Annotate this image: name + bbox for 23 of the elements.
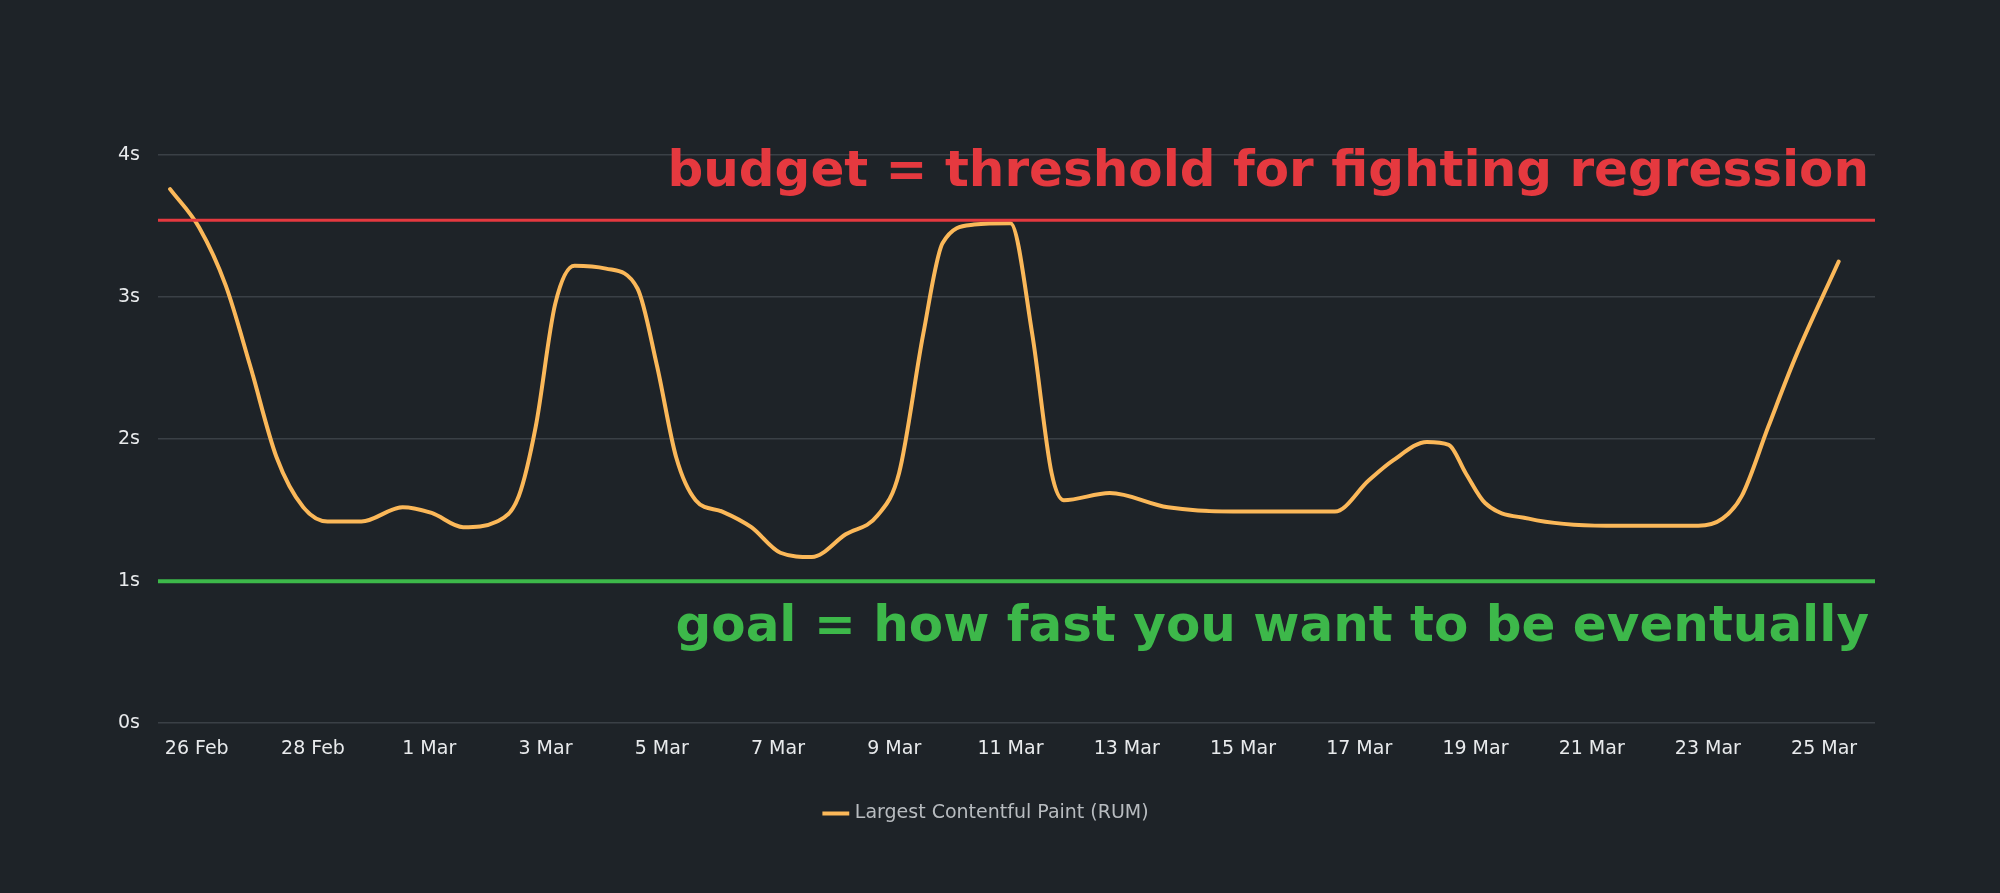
y-tick-label: 4s [117, 141, 140, 164]
x-tick-label: 23 Mar [1674, 735, 1742, 758]
x-tick-label: 25 Mar [1791, 735, 1858, 758]
x-tick-label: 9 Mar [867, 735, 922, 758]
x-tick-label: 15 Mar [1209, 735, 1277, 758]
x-tick-label: 28 Feb [281, 735, 345, 758]
x-tick-label: 1 Mar [402, 735, 457, 758]
x-tick-label: 3 Mar [518, 735, 573, 758]
x-tick-label: 19 Mar [1442, 735, 1509, 758]
y-tick-label: 0s [117, 710, 140, 733]
x-tick-label: 7 Mar [750, 735, 806, 758]
x-tick-label: 26 Feb [164, 735, 229, 758]
x-tick-label: 11 Mar [977, 735, 1044, 758]
x-tick-label: 17 Mar [1326, 735, 1393, 758]
ref-line-label: budget = threshold for fighting regression [667, 140, 1869, 199]
legend-label: Largest Contentful Paint (RUM) [854, 800, 1149, 823]
y-tick-label: 3s [117, 283, 140, 306]
x-tick-label: 5 Mar [634, 735, 689, 758]
y-tick-label: 2s [117, 426, 140, 449]
y-tick-label: 1s [117, 568, 140, 591]
ref-line-label: goal = how fast you want to be eventually [675, 595, 1869, 654]
x-tick-label: 21 Mar [1558, 735, 1625, 758]
x-tick-label: 13 Mar [1093, 735, 1160, 758]
